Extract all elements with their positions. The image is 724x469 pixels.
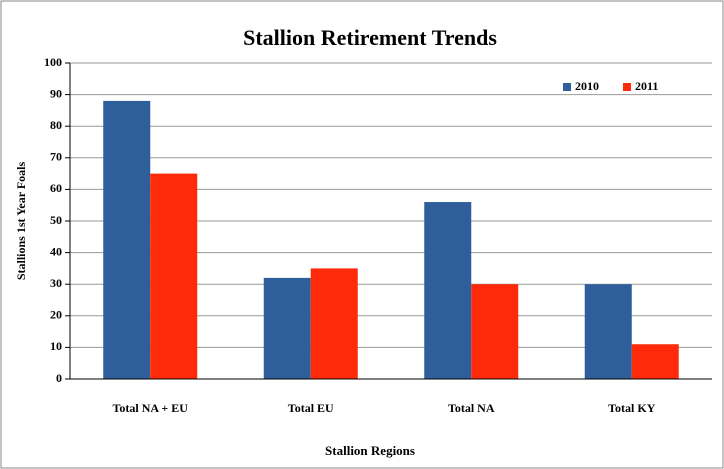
y-tick-label: 20 <box>50 308 62 322</box>
bar <box>150 173 198 379</box>
legend-label: 2011 <box>635 79 658 93</box>
chart-title: Stallion Retirement Trends <box>243 25 497 50</box>
x-tick-label: Total KY <box>608 401 656 415</box>
bar <box>471 284 519 379</box>
x-tick-label: Total NA <box>448 401 495 415</box>
y-tick-label: 70 <box>50 150 62 164</box>
bar <box>584 284 632 379</box>
y-tick-label: 40 <box>50 244 62 258</box>
x-axis-title: Stallion Regions <box>325 443 415 458</box>
y-tick-label: 10 <box>50 339 62 353</box>
legend-label: 2010 <box>575 79 599 93</box>
bar <box>263 277 311 379</box>
y-tick-label: 0 <box>56 371 62 385</box>
y-tick-label: 50 <box>50 213 62 227</box>
legend-swatch <box>623 83 631 91</box>
bar <box>103 100 151 380</box>
x-tick-label: Total NA + EU <box>113 401 189 415</box>
bar <box>631 344 679 379</box>
legend-swatch <box>563 83 571 91</box>
y-axis-title: Stallions 1st Year Foals <box>14 162 28 281</box>
bar <box>424 202 472 379</box>
y-tick-label: 60 <box>50 181 62 195</box>
bar <box>310 268 358 379</box>
x-tick-label: Total EU <box>288 401 334 415</box>
y-tick-label: 90 <box>50 86 62 100</box>
y-tick-label: 30 <box>50 276 62 290</box>
y-tick-label: 80 <box>50 118 62 132</box>
y-tick-label: 100 <box>44 55 62 69</box>
